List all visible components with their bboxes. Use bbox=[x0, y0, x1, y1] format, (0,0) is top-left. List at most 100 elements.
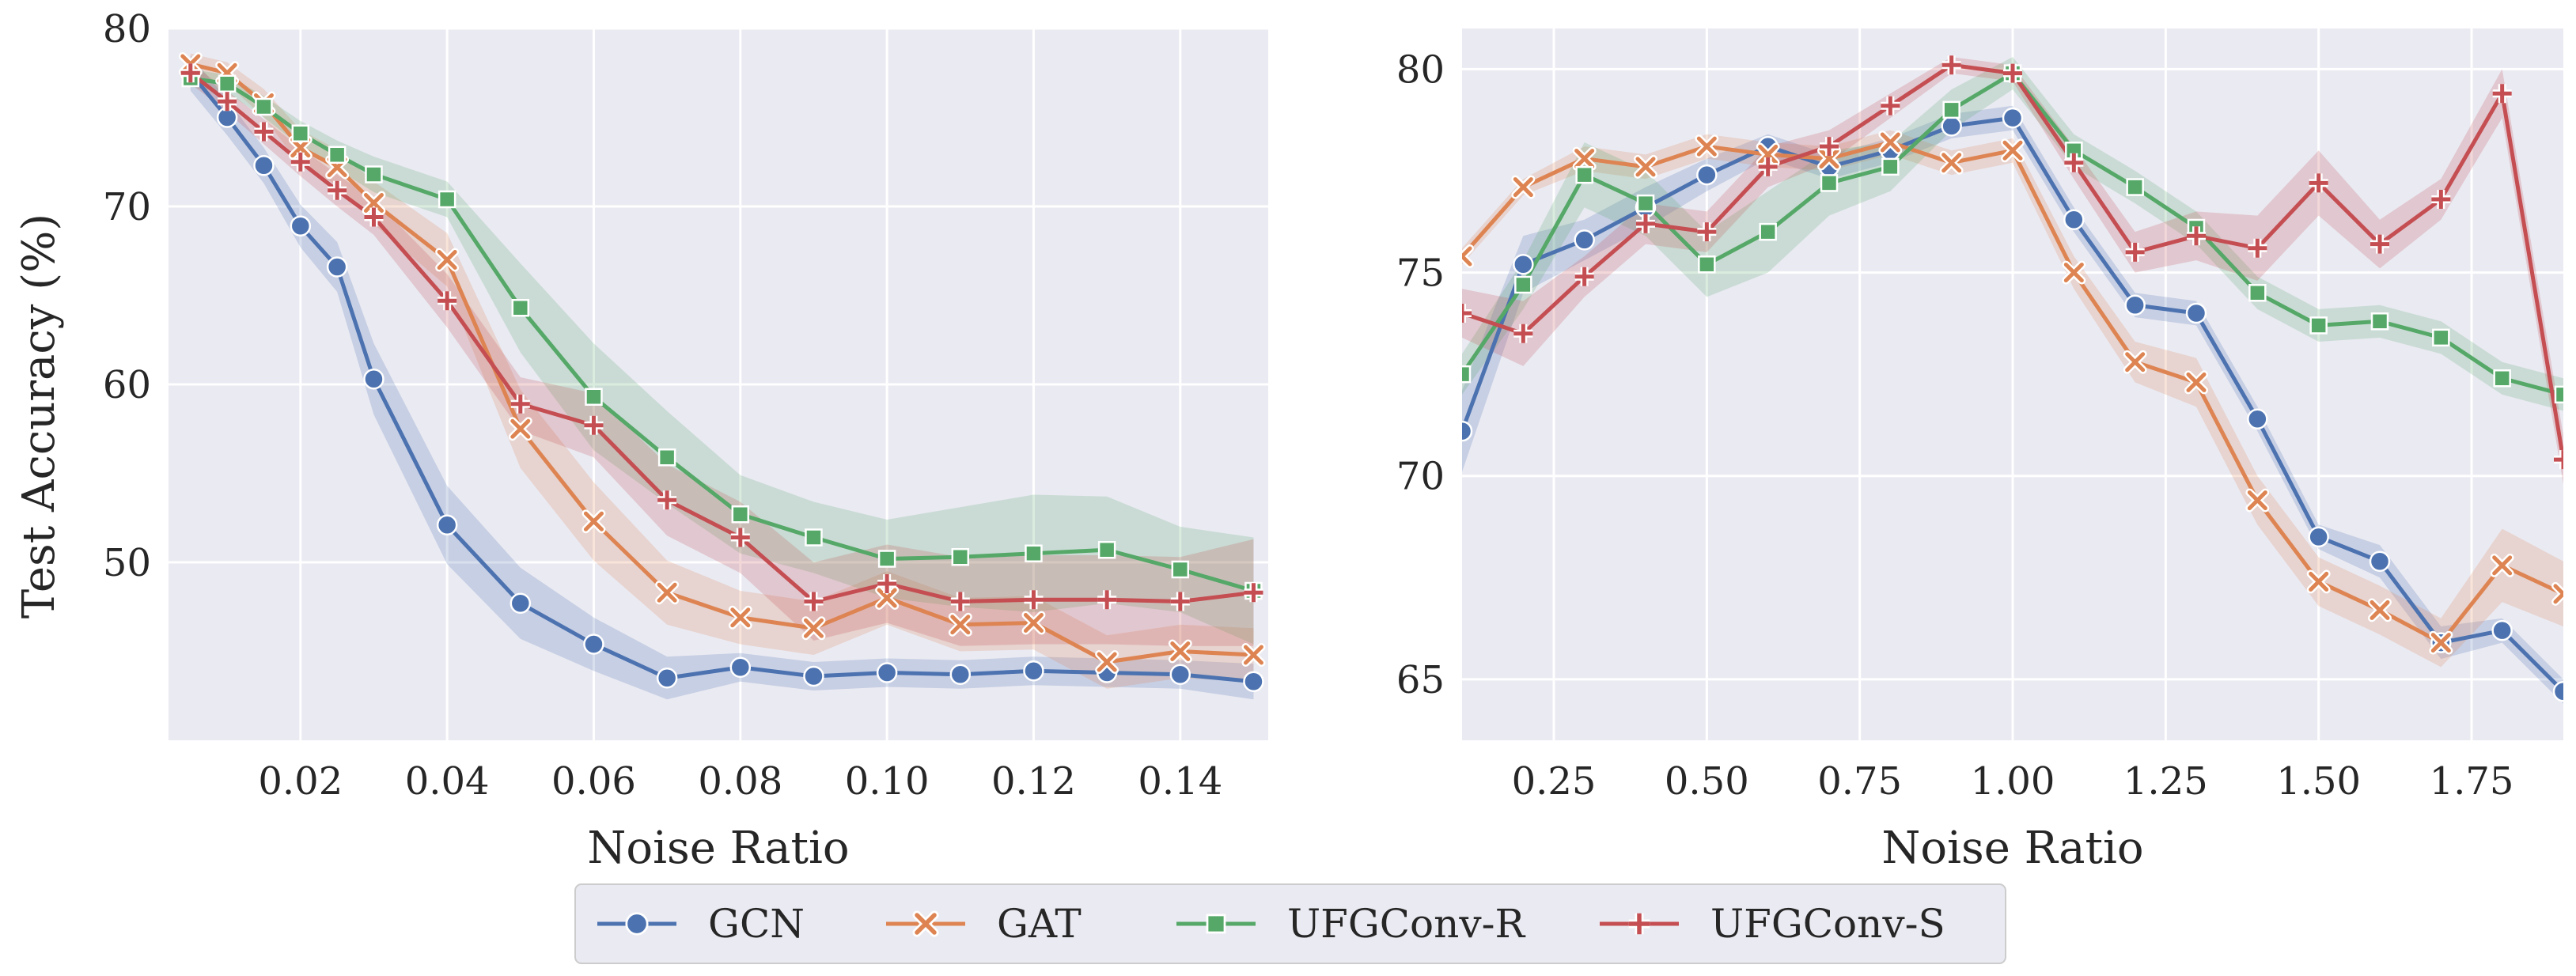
data-point-ufgconv-s bbox=[1820, 137, 1839, 157]
x-tick-label: 1.50 bbox=[2276, 759, 2361, 804]
x-tick-label: 0.14 bbox=[1138, 759, 1222, 804]
x-axis-label: Noise Ratio bbox=[1881, 823, 2143, 874]
data-point-gcn bbox=[253, 155, 275, 176]
y-tick-label: 75 bbox=[1396, 252, 1445, 296]
y-tick-label: 60 bbox=[103, 363, 151, 407]
data-point-gat bbox=[2490, 553, 2514, 577]
data-point-gcn bbox=[1941, 115, 1962, 137]
data-point-ufgconv-r bbox=[1171, 560, 1190, 579]
x-axis-label: Noise Ratio bbox=[587, 823, 849, 874]
data-point-ufgconv-r bbox=[2370, 312, 2389, 331]
data-point-ufgconv-s bbox=[1513, 323, 1533, 343]
data-point-ufgconv-r bbox=[1514, 275, 1532, 294]
data-point-ufgconv-s bbox=[2309, 173, 2328, 193]
data-point-gcn bbox=[2552, 681, 2563, 702]
data-point-gcn bbox=[2124, 294, 2146, 316]
x-tick-label: 0.06 bbox=[551, 759, 636, 804]
data-point-ufgconv-s bbox=[1244, 583, 1263, 603]
legend-marker bbox=[1628, 913, 1650, 935]
data-point-ufgconv-r bbox=[438, 190, 456, 209]
data-point-gat bbox=[435, 248, 460, 272]
data-point-gcn bbox=[656, 668, 678, 689]
data-point-gcn bbox=[2308, 526, 2329, 548]
data-point-ufgconv-s bbox=[1941, 55, 1961, 75]
y-tick-label: 80 bbox=[1396, 47, 1445, 92]
data-point-ufgconv-r bbox=[218, 74, 237, 93]
data-point-gcn bbox=[1462, 420, 1473, 442]
data-point-gat bbox=[655, 581, 680, 605]
legend-marker bbox=[912, 910, 939, 937]
y-tick-label: 50 bbox=[103, 541, 151, 585]
data-point-ufgconv-s bbox=[2003, 63, 2022, 83]
data-point-ufgconv-s bbox=[438, 291, 457, 311]
data-point-gat bbox=[1878, 131, 1903, 154]
confidence-band-gcn bbox=[1462, 105, 2563, 704]
data-point-gat bbox=[2001, 138, 2025, 163]
data-point-gat bbox=[1756, 142, 1780, 167]
data-point-gcn bbox=[1023, 660, 1044, 682]
data-point-ufgconv-r bbox=[1881, 157, 1900, 176]
data-point-gat bbox=[2306, 569, 2331, 594]
data-point-ufgconv-r bbox=[1462, 365, 1472, 384]
data-point-ufgconv-s bbox=[2064, 153, 2084, 172]
data-point-ufgconv-r bbox=[2309, 316, 2328, 335]
legend-label: GCN bbox=[708, 901, 805, 947]
x-tick-label: 1.00 bbox=[1971, 759, 2055, 804]
y-tick-label: 80 bbox=[103, 7, 151, 51]
data-point-ufgconv-s bbox=[328, 180, 347, 200]
data-point-ufgconv-s bbox=[290, 152, 310, 172]
legend-box bbox=[574, 883, 2006, 964]
data-point-ufgconv-r bbox=[951, 548, 970, 566]
data-point-gcn bbox=[363, 369, 385, 390]
data-point-ufgconv-s bbox=[804, 592, 824, 611]
x-tick-label: 0.12 bbox=[991, 759, 1076, 804]
data-point-ufgconv-s bbox=[180, 63, 200, 83]
data-point-ufgconv-s bbox=[584, 415, 604, 435]
data-point-ufgconv-r bbox=[585, 388, 603, 406]
data-point-ufgconv-r bbox=[255, 97, 273, 116]
data-point-ufgconv-r bbox=[2432, 328, 2450, 347]
data-point-gcn bbox=[583, 634, 604, 655]
data-point-ufgconv-s bbox=[2492, 84, 2512, 104]
right-panel: 0.25 0.50 0.75 1.00 1.25 1.50 1.75 65 70 75 80 Nois… bbox=[1396, 28, 2563, 874]
data-point-ufgconv-s bbox=[2125, 242, 2145, 262]
data-point-ufgconv-r bbox=[1820, 174, 1839, 192]
data-point-ufgconv-s bbox=[218, 92, 237, 112]
data-point-gat bbox=[1695, 134, 1719, 159]
data-point-ufgconv-s bbox=[2431, 190, 2451, 209]
data-point-gat bbox=[1511, 175, 1536, 199]
data-point-ufgconv-r bbox=[2493, 369, 2511, 388]
legend-label: UFGConv-S bbox=[1710, 901, 1945, 947]
legend: GCN GAT UFGConv-R UFGConv-S bbox=[574, 883, 2006, 964]
data-point-ufgconv-r bbox=[2126, 178, 2144, 196]
data-point-gcn bbox=[876, 662, 898, 683]
data-point-ufgconv-s bbox=[2187, 226, 2206, 246]
data-point-ufgconv-r bbox=[328, 146, 347, 164]
legend-label: UFGConv-R bbox=[1287, 901, 1525, 947]
data-point-ufgconv-r bbox=[657, 448, 676, 467]
data-point-gat bbox=[1634, 154, 1657, 179]
data-point-gcn bbox=[2002, 107, 2024, 129]
y-tick-label: 70 bbox=[103, 185, 151, 229]
x-tick-label: 1.25 bbox=[2123, 759, 2208, 804]
plot-content bbox=[1462, 55, 2563, 704]
plot-content bbox=[178, 52, 1266, 700]
data-point-gat bbox=[581, 509, 606, 534]
data-point-ufgconv-r bbox=[511, 299, 530, 317]
data-point-gcn bbox=[2185, 302, 2207, 324]
data-point-ufgconv-r bbox=[1575, 165, 1593, 184]
data-point-ufgconv-s bbox=[1462, 304, 1472, 323]
data-point-gat bbox=[1021, 611, 1046, 635]
data-point-ufgconv-r bbox=[1698, 255, 1716, 274]
data-point-gat bbox=[288, 135, 313, 160]
data-point-ufgconv-s bbox=[657, 490, 677, 510]
data-point-gat bbox=[801, 616, 826, 641]
x-tick-label: 0.04 bbox=[405, 759, 490, 804]
data-point-gcn bbox=[2369, 550, 2391, 572]
data-point-gcn bbox=[2491, 619, 2513, 641]
y-tick-label: 65 bbox=[1396, 658, 1445, 702]
data-point-gat bbox=[2062, 260, 2086, 285]
data-point-ufgconv-s bbox=[2554, 450, 2563, 470]
data-point-gcn bbox=[803, 665, 824, 687]
